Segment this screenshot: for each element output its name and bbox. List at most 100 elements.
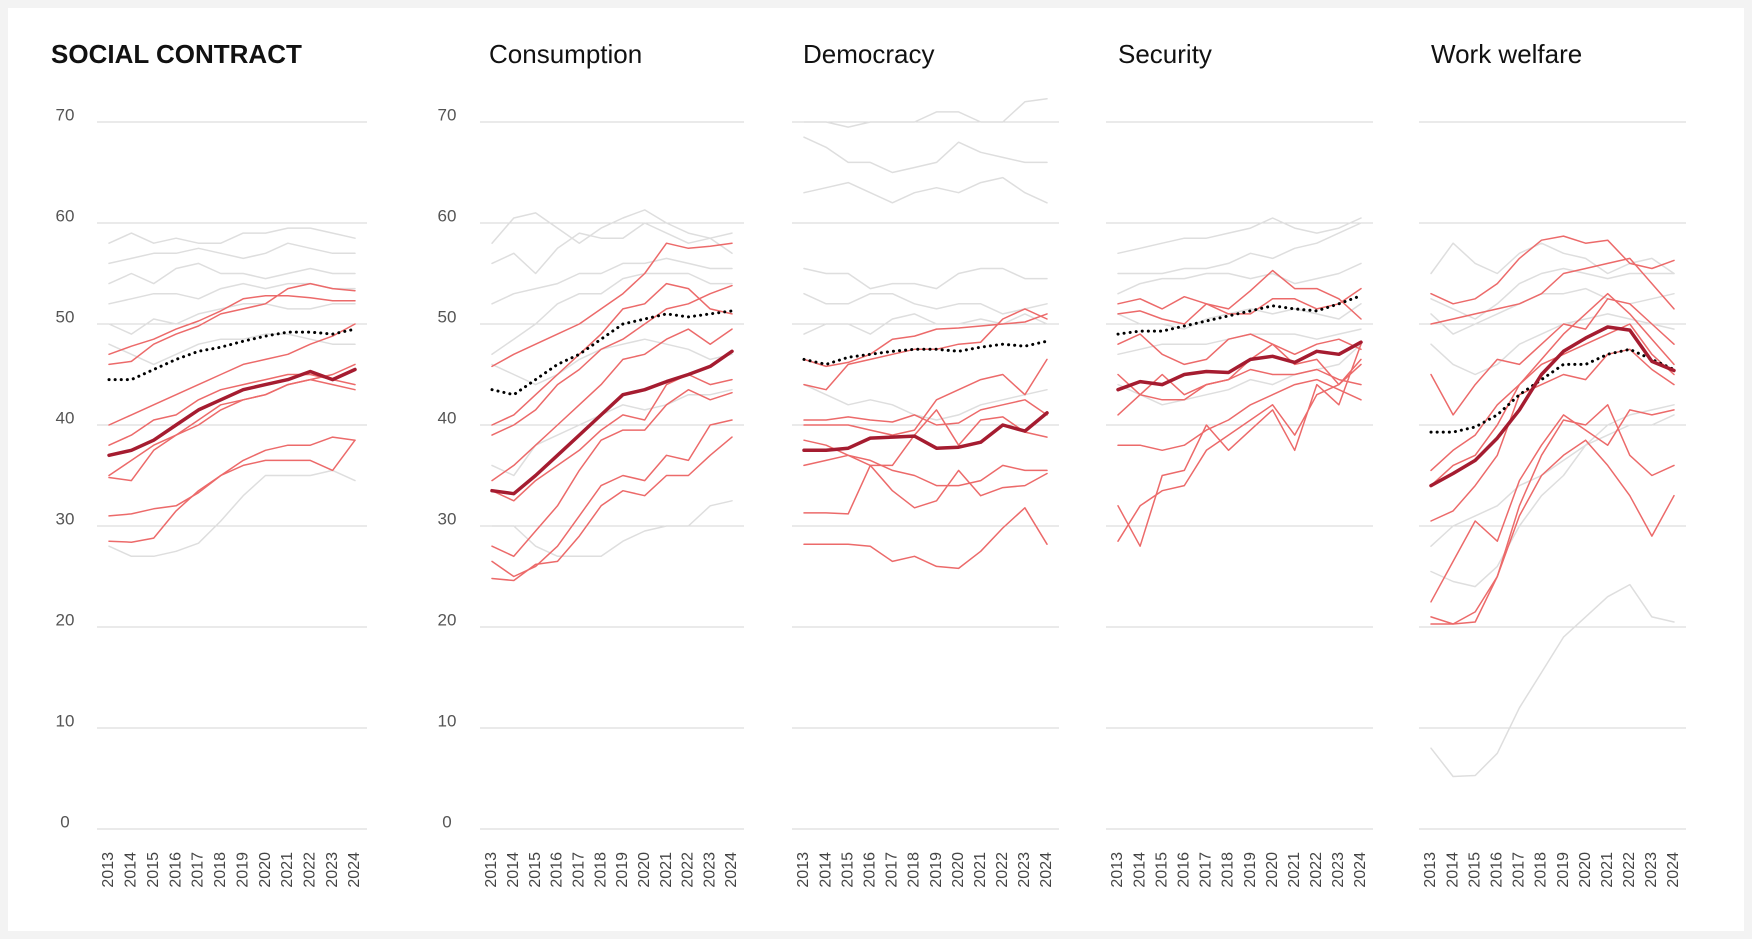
series-line (1430, 313, 1675, 376)
series-line (803, 176, 1048, 204)
series-line (1430, 439, 1675, 625)
series-line (108, 333, 356, 366)
series-line (1430, 287, 1675, 335)
series-line (490, 309, 734, 397)
panel: Security 2013 2014 2015 2016 2017 2018 2019 2020… (1106, 39, 1373, 888)
x-tick-label: 2024 (1665, 852, 1682, 888)
series-line (1430, 348, 1675, 522)
series-line (108, 363, 356, 482)
series-line (108, 294, 356, 356)
y-tick-label: 70 (56, 105, 75, 124)
series-line (1117, 343, 1362, 547)
series-line (491, 257, 733, 305)
x-tick-label: 2021 (279, 852, 296, 888)
series-line (491, 282, 733, 426)
x-tick-label: 2022 (1308, 852, 1325, 888)
x-tick-label: 2015 (1153, 852, 1170, 888)
series-line (108, 469, 356, 558)
panel-title: Democracy (803, 39, 934, 69)
series-line (1117, 262, 1362, 295)
series-line (1117, 217, 1362, 255)
series-line (1430, 404, 1675, 625)
x-tick-label: 2014 (123, 852, 140, 888)
series-line (803, 464, 1048, 515)
x-tick-label: 2020 (257, 852, 274, 888)
series-line (1430, 235, 1675, 305)
series-line (1429, 325, 1676, 488)
panel: Consumption 0 10 20 30 40 50 60 70 2013 2014 2015 20… (438, 39, 744, 888)
x-tick-label: 2020 (950, 852, 967, 888)
x-tick-label: 2022 (1621, 852, 1638, 888)
x-tick-label: 2013 (100, 852, 117, 888)
y-tick-label: 30 (56, 509, 75, 528)
y-tick-label: 10 (56, 711, 75, 730)
series-line (108, 303, 356, 335)
x-tick-label: 2024 (346, 852, 363, 888)
series-line (108, 262, 356, 285)
series-line (108, 282, 356, 366)
y-tick-label: 0 (442, 812, 451, 831)
series-line (491, 284, 733, 436)
series-line (1117, 343, 1362, 401)
series-line (802, 339, 1049, 366)
y-tick-label: 30 (438, 509, 457, 528)
series-line (1117, 333, 1362, 366)
x-tick-label: 2023 (1330, 852, 1347, 888)
series-line (803, 383, 1048, 421)
series-line (803, 313, 1048, 335)
series-line (108, 242, 356, 265)
x-tick-label: 2014 (505, 852, 522, 888)
x-tick-label: 2013 (1422, 852, 1439, 888)
series-line (1116, 294, 1363, 336)
panel: Democracy 2013 2014 2015 2016 2017 2018 2019 202… (792, 39, 1059, 888)
background (8, 8, 1744, 931)
x-tick-label: 2017 (570, 852, 587, 888)
y-tick-label: 10 (438, 711, 457, 730)
series-line (1430, 298, 1675, 416)
x-tick-label: 2019 (234, 852, 251, 888)
series-line (803, 313, 1048, 368)
series-line (803, 507, 1048, 570)
x-tick-label: 2013 (1109, 852, 1126, 888)
series-line (1429, 347, 1676, 434)
x-tick-label: 2021 (1599, 852, 1616, 888)
series-line (803, 292, 1048, 315)
x-tick-label: 2020 (1264, 852, 1281, 888)
y-tick-label: 0 (60, 812, 69, 831)
y-tick-label: 20 (438, 610, 457, 629)
x-tick-label: 2019 (614, 852, 631, 888)
series-line (1430, 583, 1675, 778)
series-line (491, 272, 733, 356)
series-line (107, 367, 357, 458)
x-tick-label: 2024 (1038, 852, 1055, 888)
series-line (107, 327, 357, 382)
x-tick-label: 2023 (324, 852, 341, 888)
x-tick-label: 2020 (636, 852, 653, 888)
series-line (1430, 257, 1675, 325)
series-line (803, 98, 1048, 128)
x-tick-label: 2018 (1220, 852, 1237, 888)
series-line (1117, 358, 1362, 542)
series-line (1430, 292, 1675, 472)
series-line (491, 419, 733, 578)
series-line (1117, 269, 1362, 320)
series-line (1430, 323, 1675, 487)
series-line (491, 500, 733, 558)
series-line (108, 439, 356, 543)
y-tick-label: 20 (56, 610, 75, 629)
x-tick-label: 2016 (861, 852, 878, 888)
x-tick-label: 2017 (190, 852, 207, 888)
x-tick-label: 2017 (1511, 852, 1528, 888)
y-tick-label: 40 (56, 408, 75, 427)
series-line (803, 308, 1048, 391)
series-line (491, 328, 733, 482)
series-line (491, 436, 733, 582)
y-tick-label: 40 (438, 408, 457, 427)
x-tick-label: 2023 (701, 852, 718, 888)
panel-title: Consumption (489, 39, 642, 69)
series-line (108, 227, 356, 244)
series-line (803, 136, 1048, 174)
x-tick-label: 2015 (1466, 852, 1483, 888)
